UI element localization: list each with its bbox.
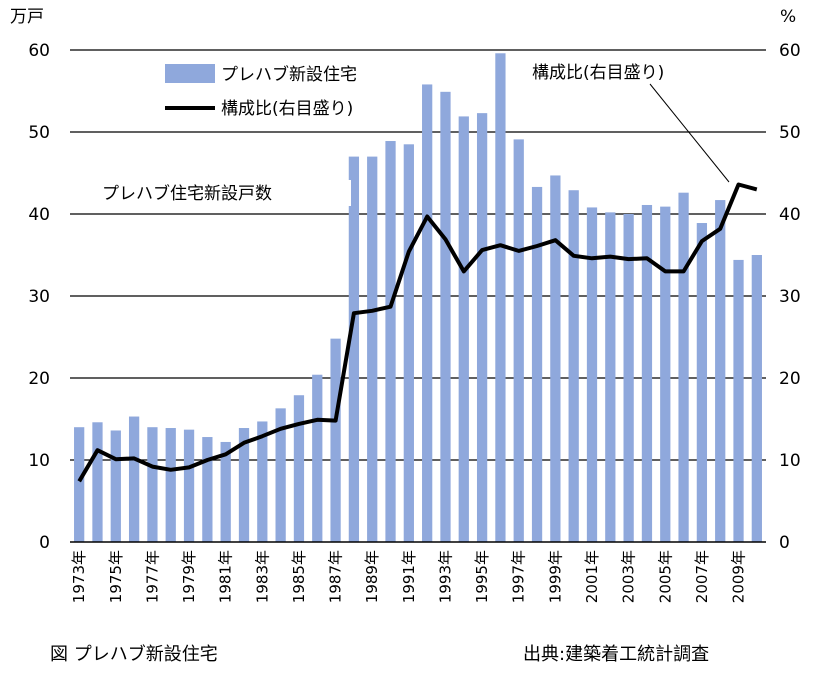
- bar-2006: [678, 192, 689, 542]
- x-tick-label: 2003年: [620, 550, 638, 603]
- left-tick-label: 50: [28, 123, 50, 143]
- left-tick-label: 60: [28, 41, 50, 61]
- x-tick-label: 1999年: [546, 550, 564, 603]
- bar-1984: [275, 408, 286, 542]
- figure-caption: 図 プレハブ新設住宅: [50, 644, 218, 665]
- line-series-annotation: 構成比(右目盛り): [532, 63, 664, 83]
- source-caption: 出典:建築着工統計調査: [523, 644, 710, 665]
- bar-1978: [165, 428, 176, 542]
- x-tick-label: 2001年: [583, 550, 601, 603]
- x-tick-label: 1973年: [70, 550, 88, 603]
- right-axis-ticks: 0 10 20 30 40 50 60: [779, 41, 801, 553]
- legend-line-label: 構成比(右目盛り): [221, 99, 353, 119]
- bar-1981: [220, 441, 231, 542]
- bar-1974: [92, 422, 103, 542]
- bar-1979: [183, 429, 195, 542]
- right-tick-label: 40: [779, 205, 801, 225]
- x-tick-label: 1979年: [180, 550, 198, 603]
- x-tick-label: 2009年: [730, 550, 748, 603]
- right-tick-label: 10: [779, 451, 801, 471]
- bar-1993: [440, 91, 451, 542]
- bar-1998: [531, 186, 543, 542]
- bar-1997: [513, 139, 524, 542]
- line-series: [77, 182, 758, 483]
- x-tick-label: 1985年: [290, 550, 308, 603]
- bar-1975: [110, 430, 121, 542]
- left-tick-label: 10: [28, 451, 50, 471]
- bar-1999: [550, 175, 561, 542]
- bar-1987: [330, 338, 341, 542]
- bar-2010: [751, 255, 762, 542]
- bar-1990: [385, 141, 396, 542]
- bar-1996: [495, 53, 506, 542]
- x-tick-label: 1987年: [327, 550, 345, 603]
- right-tick-label: 20: [779, 369, 801, 389]
- bar-1994: [458, 116, 469, 543]
- bar-series-annotation: プレハブ住宅新設戸数: [102, 183, 272, 204]
- left-tick-label: 0: [39, 533, 50, 553]
- left-tick-label: 40: [28, 205, 50, 225]
- left-axis-ticks: 0 10 20 30 40 50 60: [28, 41, 50, 553]
- x-tick-label: 1989年: [363, 550, 381, 603]
- x-tick-label: 2007年: [693, 550, 711, 603]
- bar-2008: [715, 200, 726, 542]
- bar-2005: [660, 206, 671, 542]
- right-tick-label: 50: [779, 123, 801, 143]
- x-tick-label: 1981年: [217, 550, 235, 603]
- bar-1992: [422, 84, 433, 542]
- legend-bar-swatch: [165, 64, 215, 83]
- x-tick-label: 1995年: [473, 550, 491, 603]
- x-tick-label: 1993年: [436, 550, 454, 603]
- bar-2001: [586, 207, 598, 542]
- legend-bar-label: プレハブ新設住宅: [221, 64, 357, 85]
- bar-1986: [312, 374, 323, 542]
- bar-1976: [128, 416, 140, 542]
- x-tick-label: 1975年: [107, 550, 125, 603]
- legend: プレハブ新設住宅 構成比(右目盛り): [165, 64, 357, 119]
- bar-1991: [403, 144, 414, 543]
- bar-1995: [476, 113, 488, 542]
- bar-1973: [74, 427, 85, 542]
- bar-1982: [238, 428, 250, 542]
- annotation-leader-line: [649, 83, 730, 183]
- bar-1988: [348, 156, 360, 542]
- x-tick-label: 1991年: [400, 550, 418, 603]
- right-tick-label: 30: [779, 287, 801, 307]
- x-tick-label: 1977年: [143, 550, 161, 603]
- x-tick-label: 1983年: [253, 550, 271, 603]
- right-tick-label: 0: [779, 533, 790, 553]
- left-axis-unit: 万戸: [10, 7, 44, 27]
- right-axis-unit: %: [780, 7, 796, 27]
- left-tick-label: 20: [28, 369, 50, 389]
- left-tick-label: 30: [28, 287, 50, 307]
- bar-2009: [733, 259, 744, 542]
- bar-2007: [696, 223, 708, 542]
- x-tick-label: 2005年: [656, 550, 674, 603]
- line-composition-ratio: [77, 182, 758, 483]
- bar-1985: [293, 395, 305, 542]
- bar-2003: [623, 214, 634, 542]
- bar-series: [74, 53, 762, 543]
- x-tick-label: 1997年: [510, 550, 528, 603]
- right-tick-label: 60: [779, 41, 801, 61]
- x-axis-ticks: 1973年 1975年 1977年 1979年 1981年 1983年 1985年 1987年…: [70, 550, 747, 603]
- bar-2000: [568, 190, 579, 542]
- bar-2002: [605, 212, 616, 543]
- bar-1977: [147, 427, 158, 542]
- annotations: プレハブ住宅新設戸数 構成比(右目盛り): [99, 63, 730, 206]
- bar-1983: [257, 421, 268, 542]
- bar-1980: [202, 437, 213, 542]
- bar-1989: [367, 156, 378, 542]
- bar-2004: [641, 204, 653, 543]
